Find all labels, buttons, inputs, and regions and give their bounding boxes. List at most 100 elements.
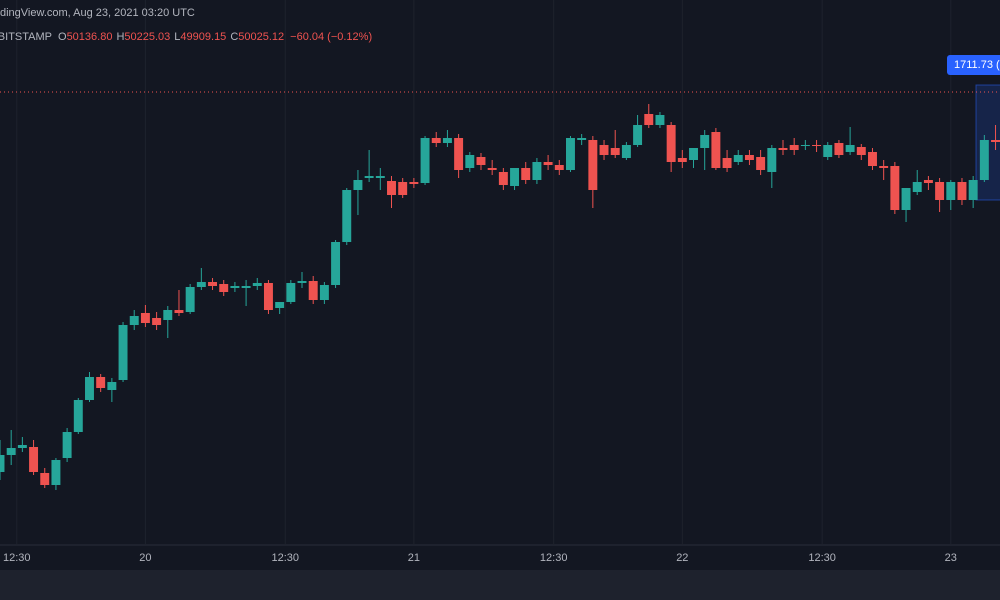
- candle-body: [62, 432, 72, 458]
- candle-body: [96, 377, 106, 388]
- candle-body: [252, 283, 262, 286]
- candle-body: [29, 447, 39, 472]
- candle-body: [219, 284, 229, 292]
- candle-body: [185, 287, 195, 312]
- candle-body: [286, 283, 296, 302]
- candle-body: [879, 166, 889, 168]
- candle-body: [510, 168, 520, 186]
- candle-body: [454, 138, 464, 170]
- candle-body: [319, 285, 329, 300]
- candle-body: [700, 135, 710, 148]
- candle-body: [140, 313, 150, 323]
- ohlc-legend: O 50136.80 H 50225.03 L 49909.15 C 50025.12 −60.…: [58, 31, 372, 43]
- candle-body: [297, 281, 307, 283]
- x-axis: 12:30 20 12:30 21 12:30 22 12:30 23: [3, 552, 957, 564]
- candle-body: [118, 325, 128, 380]
- candle-body: [308, 281, 318, 300]
- candle-body: [152, 318, 162, 325]
- x-tick-label: 20: [139, 552, 151, 564]
- candle-body: [655, 115, 665, 125]
- ohlc-label: H: [116, 31, 124, 43]
- candle-body: [353, 180, 363, 190]
- candle-body: [129, 316, 139, 325]
- candle-body: [6, 448, 16, 455]
- candle-body: [73, 400, 83, 432]
- candle-body: [610, 148, 620, 155]
- x-tick-label: 22: [676, 552, 688, 564]
- candle-body: [689, 148, 698, 160]
- candle-body: [722, 158, 732, 168]
- candle-body: [868, 152, 877, 166]
- bottom-bar: [0, 570, 1000, 600]
- candle-body: [923, 180, 933, 183]
- ohlc-value: 50225.03: [124, 31, 170, 43]
- candle-body: [812, 145, 822, 146]
- candle-body: [621, 145, 631, 158]
- candle-body: [174, 310, 184, 313]
- candle-body: [331, 242, 341, 285]
- candle-body: [767, 148, 777, 172]
- candle-body: [912, 182, 922, 192]
- candle-body: [744, 155, 754, 160]
- candle-body: [498, 172, 508, 185]
- grid: [16, 0, 952, 545]
- ohlc-change: −60.04 (−0.12%): [290, 31, 372, 43]
- candle-body: [554, 165, 564, 170]
- candle-body: [588, 140, 598, 190]
- ohlc-label: C: [230, 31, 238, 43]
- candle-body: [845, 145, 855, 152]
- candle-body: [163, 310, 173, 320]
- candle-body: [789, 145, 799, 150]
- candle-body: [901, 188, 911, 210]
- candle-body: [890, 166, 900, 210]
- candle-body: [364, 176, 374, 178]
- x-tick-label: 12:30: [808, 552, 836, 564]
- ohlc-value: 50025.12: [238, 31, 284, 43]
- x-tick-label: 12:30: [271, 552, 299, 564]
- price-tag-bg: [947, 55, 1000, 75]
- candle-body: [856, 147, 866, 155]
- candle-body: [834, 143, 844, 155]
- x-tick-label: 23: [945, 552, 957, 564]
- candle-body: [0, 455, 5, 472]
- price-tag: 1711.73 (3: [954, 59, 1000, 71]
- candle-body: [666, 125, 676, 162]
- candle-body: [823, 145, 833, 157]
- candle-body: [733, 155, 743, 162]
- candle-body: [946, 182, 956, 200]
- candle-body: [342, 190, 352, 242]
- candle-body: [711, 132, 721, 168]
- candle-body: [431, 138, 441, 143]
- candle-body: [465, 155, 475, 168]
- candle-body: [241, 286, 251, 288]
- candle-body: [17, 445, 27, 448]
- symbol-line: BITSTAMP: [0, 31, 52, 43]
- candle-body: [543, 162, 553, 165]
- candle-body: [957, 182, 967, 200]
- candle-body: [442, 138, 452, 143]
- candle-body: [487, 168, 497, 170]
- candle-body: [778, 148, 788, 150]
- candle-body: [979, 140, 989, 180]
- candle-body: [756, 157, 766, 170]
- candle-body: [991, 140, 1000, 142]
- candle-body: [599, 145, 609, 155]
- candle-body: [230, 286, 240, 288]
- candle-body: [275, 302, 285, 308]
- candles: [0, 104, 1000, 490]
- ohlc-label: O: [58, 31, 67, 43]
- x-tick-label: 12:30: [3, 552, 31, 564]
- candle-body: [521, 168, 531, 180]
- candle-body: [51, 460, 61, 485]
- candle-body: [196, 282, 206, 287]
- ohlc-value: 50136.80: [67, 31, 113, 43]
- candle-body: [375, 176, 385, 178]
- candle-body: [644, 114, 654, 125]
- candle-body: [677, 158, 687, 162]
- candle-body: [633, 125, 643, 145]
- candle-body: [208, 282, 218, 286]
- candle-body: [532, 162, 542, 180]
